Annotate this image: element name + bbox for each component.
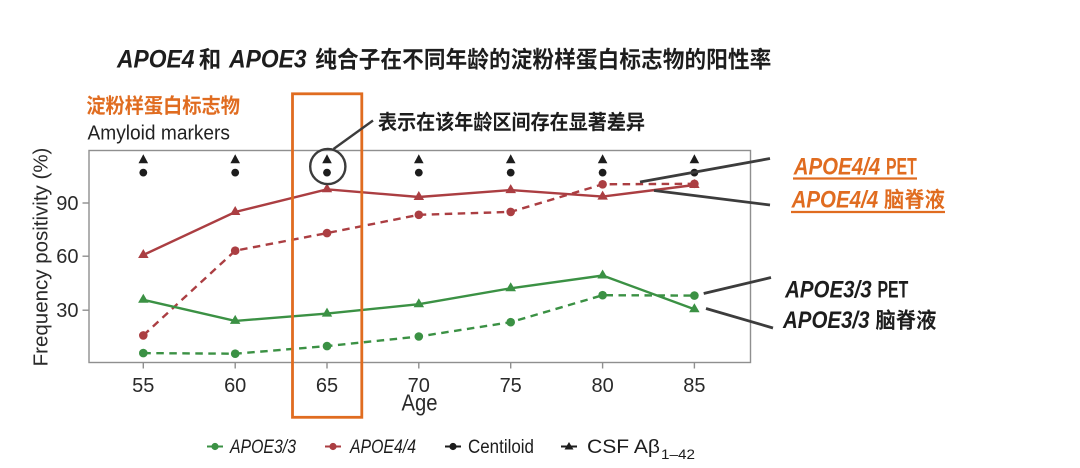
svg-text:75: 75: [500, 375, 522, 397]
svg-text:Frequency positivity (%): Frequency positivity (%): [30, 148, 53, 367]
svg-text:Age: Age: [402, 390, 438, 416]
svg-text:APOE4/4: APOE4/4: [349, 436, 416, 458]
svg-text:70: 70: [408, 375, 430, 397]
svg-text:APOE4: APOE4: [116, 46, 194, 74]
svg-text:65: 65: [316, 375, 338, 397]
svg-text:PET: PET: [878, 277, 909, 304]
svg-text:Centiloid: Centiloid: [468, 436, 534, 458]
svg-text:55: 55: [132, 375, 154, 397]
svg-text:PET: PET: [886, 154, 917, 181]
svg-text:APOE4/4: APOE4/4: [793, 154, 880, 181]
svg-text:APOE3/3: APOE3/3: [782, 307, 870, 334]
svg-text:APOE3/3: APOE3/3: [229, 436, 296, 458]
svg-text:APOE3/3: APOE3/3: [784, 277, 872, 304]
svg-text:30: 30: [56, 300, 78, 322]
svg-text:90: 90: [56, 193, 78, 215]
svg-text:1–42: 1–42: [661, 447, 695, 462]
svg-text:60: 60: [224, 375, 246, 397]
svg-text:85: 85: [683, 375, 705, 397]
svg-text:Amyloid markers: Amyloid markers: [88, 123, 231, 145]
svg-text:60: 60: [56, 246, 78, 268]
svg-text:CSF Aβ: CSF Aβ: [587, 436, 660, 458]
svg-text:APOE3: APOE3: [228, 46, 306, 74]
svg-text:APOE4/4: APOE4/4: [791, 186, 878, 213]
svg-text:80: 80: [591, 375, 613, 397]
